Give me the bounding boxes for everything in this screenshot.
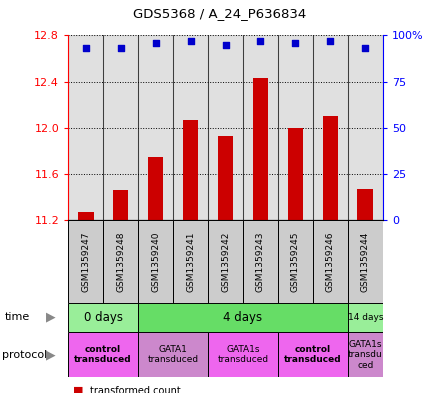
Point (82, 45, 89, 51)
Text: 14 days: 14 days (348, 313, 383, 322)
Bar (357, 189, 373, 220)
Point (292, 40, 299, 46)
Text: GSM1359247: GSM1359247 (81, 231, 90, 292)
Bar (348, 220, 383, 303)
Bar (173, 220, 208, 303)
Point (152, 40, 159, 46)
Bar (68, 303, 138, 332)
Bar (113, 190, 128, 220)
Point (327, 38, 334, 44)
Point (362, 45, 369, 51)
Bar (68, 220, 103, 303)
Text: GSM1359248: GSM1359248 (116, 231, 125, 292)
Text: 4 days: 4 days (224, 311, 263, 324)
Bar (68, 332, 138, 377)
Bar (243, 35, 278, 220)
Bar (138, 303, 348, 332)
Text: time: time (4, 312, 29, 322)
Point (222, 41, 229, 48)
Text: protocol: protocol (2, 350, 48, 360)
Bar (138, 332, 208, 377)
Bar (173, 35, 208, 220)
Bar (348, 332, 383, 377)
Bar (103, 220, 138, 303)
Bar (348, 35, 383, 220)
Bar (183, 119, 198, 220)
Text: GSM1359243: GSM1359243 (256, 231, 265, 292)
Point (187, 38, 194, 44)
Bar (138, 35, 173, 220)
Bar (288, 128, 303, 220)
Bar (138, 220, 173, 303)
Point (257, 38, 264, 44)
Text: control
transduced: control transduced (74, 345, 132, 364)
Bar (208, 35, 243, 220)
Bar (253, 78, 268, 220)
Bar (218, 136, 233, 220)
Bar (278, 35, 313, 220)
Text: GATA1
transduced: GATA1 transduced (147, 345, 198, 364)
Bar (208, 332, 278, 377)
Bar (208, 220, 243, 303)
Text: ▶: ▶ (46, 348, 55, 361)
Bar (313, 35, 348, 220)
Text: GSM1359245: GSM1359245 (291, 231, 300, 292)
Text: GSM1359244: GSM1359244 (361, 231, 370, 292)
Bar (148, 156, 163, 220)
Text: transformed count: transformed count (90, 386, 181, 393)
Text: 0 days: 0 days (84, 311, 123, 324)
Text: GATA1s
transdu
ced: GATA1s transdu ced (348, 340, 383, 369)
Text: GSM1359240: GSM1359240 (151, 231, 160, 292)
Text: ■: ■ (73, 386, 83, 393)
Text: GATA1s
transduced: GATA1s transduced (217, 345, 268, 364)
Text: GSM1359246: GSM1359246 (326, 231, 335, 292)
Bar (323, 116, 338, 220)
Text: GSM1359241: GSM1359241 (186, 231, 195, 292)
Text: GDS5368 / A_24_P636834: GDS5368 / A_24_P636834 (133, 7, 307, 20)
Bar (313, 220, 348, 303)
Text: ▶: ▶ (46, 311, 55, 324)
Bar (243, 220, 278, 303)
Bar (78, 212, 94, 220)
Text: GSM1359242: GSM1359242 (221, 231, 230, 292)
Bar (68, 35, 103, 220)
Bar (278, 332, 348, 377)
Bar (278, 220, 313, 303)
Point (117, 45, 124, 51)
Text: control
transduced: control transduced (284, 345, 342, 364)
Bar (103, 35, 138, 220)
Bar (348, 303, 383, 332)
